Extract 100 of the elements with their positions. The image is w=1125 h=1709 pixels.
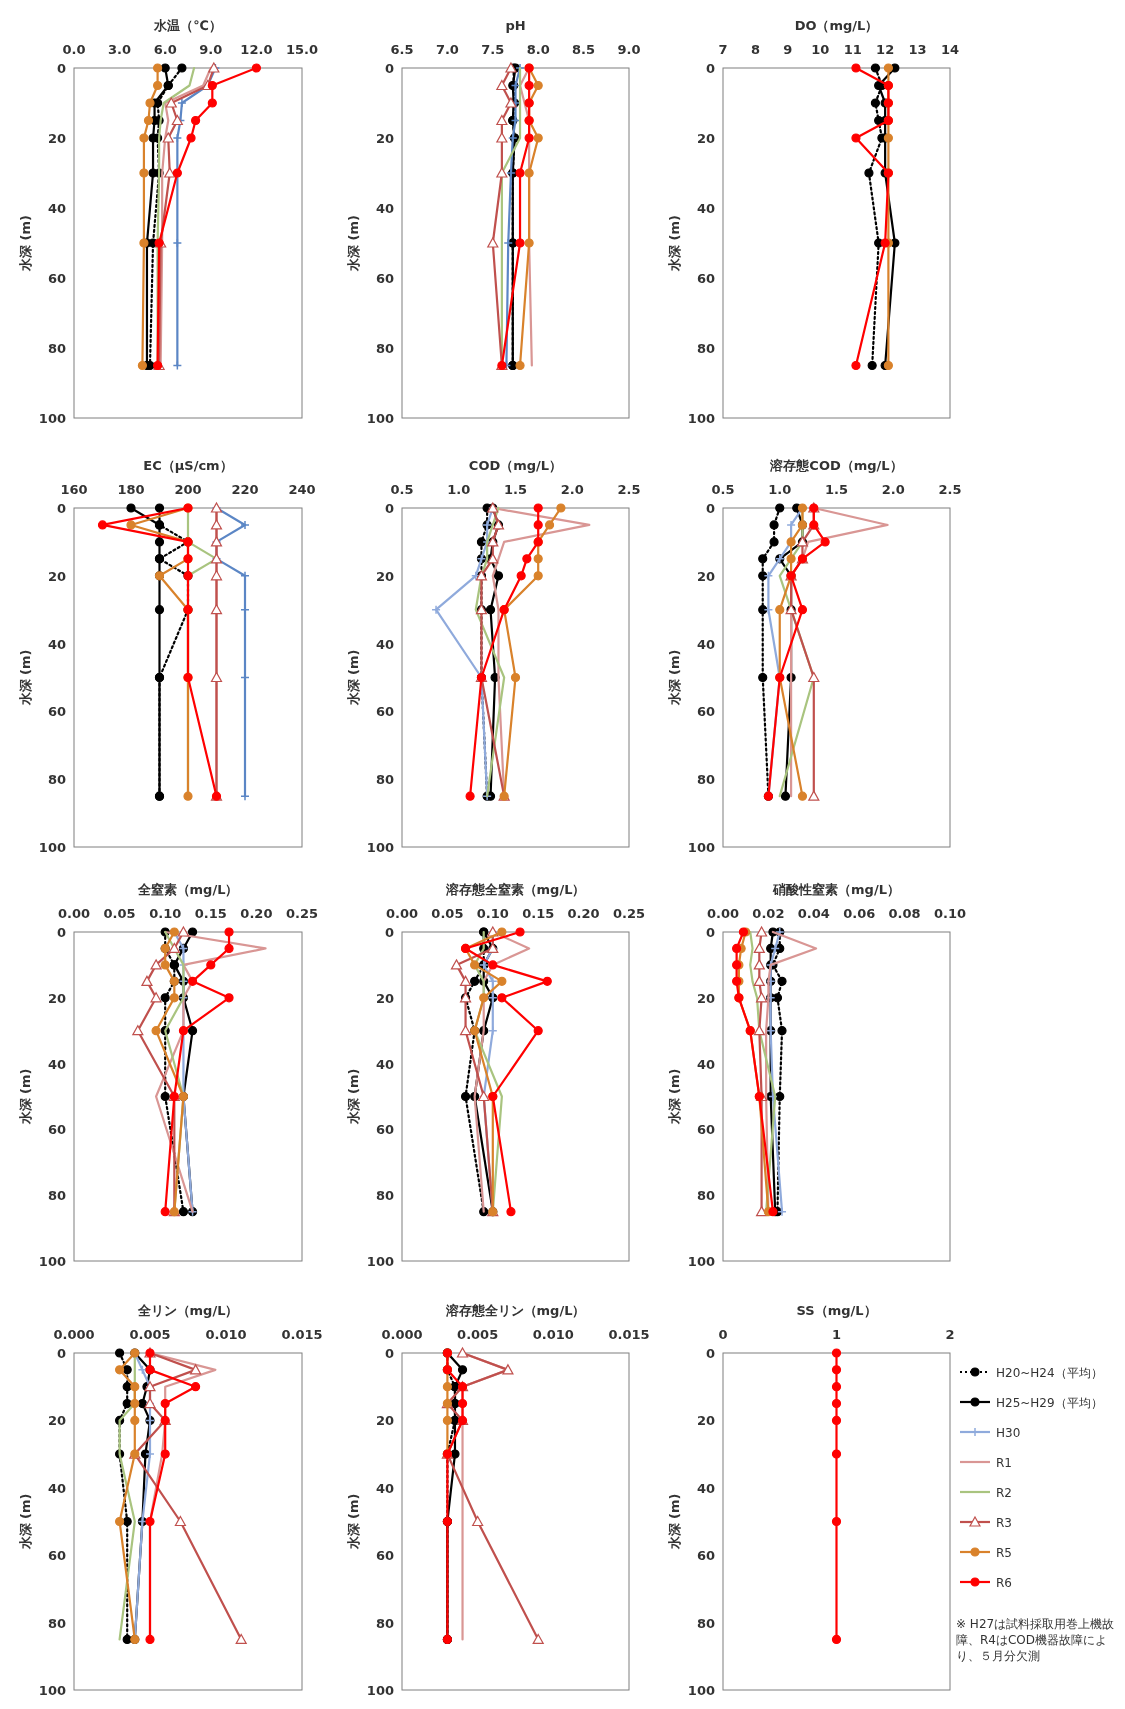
- y-tick-label: 80: [696, 772, 715, 788]
- chart-title: 溶存態全リン（mg/L）: [444, 1303, 586, 1318]
- x-tick-label: 14: [940, 42, 960, 57]
- legend-label: R3: [996, 1516, 1012, 1530]
- x-tick-label: 0.06: [843, 906, 876, 921]
- y-tick-label: 80: [47, 341, 66, 356]
- y-tick-label: 60: [696, 704, 715, 720]
- y-tick-label: 60: [375, 1548, 394, 1564]
- chart-title: pH: [505, 18, 526, 33]
- y-tick-label: 60: [47, 271, 66, 286]
- x-tick-label: 0.05: [431, 906, 464, 921]
- y-tick-label: 60: [47, 1122, 66, 1138]
- x-tick-label: 7: [718, 42, 728, 57]
- x-tick-label: 2.0: [881, 482, 905, 497]
- y-tick-label: 20: [47, 568, 66, 584]
- x-tick-label: 0.25: [612, 906, 646, 921]
- legend-label: R5: [996, 1546, 1012, 1560]
- legend-label: H25~H29（平均）: [996, 1396, 1103, 1410]
- chart-title: 水温（℃）: [153, 18, 222, 33]
- y-tick-label: 20: [47, 990, 66, 1006]
- y-tick-label: 60: [47, 1548, 66, 1564]
- x-tick-label: 7.0: [435, 42, 459, 57]
- y-tick-label: 80: [375, 772, 394, 788]
- y-tick-label: 80: [696, 1615, 715, 1631]
- x-tick-label: 7.5: [481, 42, 505, 57]
- x-tick-label: 2.5: [938, 482, 962, 497]
- x-tick-label: 0.000: [381, 1327, 423, 1342]
- x-tick-label: 0.02: [752, 906, 785, 921]
- x-tick-label: 0.015: [281, 1327, 323, 1342]
- x-tick-label: 9: [783, 42, 793, 57]
- x-tick-label: 12: [876, 42, 895, 57]
- x-tick-label: 0.005: [129, 1327, 171, 1342]
- x-tick-label: 0: [718, 1327, 728, 1342]
- y-tick-label: 100: [687, 1254, 715, 1269]
- y-axis-title: 水深 (m): [346, 1493, 361, 1551]
- x-tick-label: 2.5: [617, 482, 641, 497]
- y-tick-label: 20: [375, 1413, 394, 1429]
- x-tick-label: 2: [945, 1327, 955, 1342]
- x-tick-label: 220: [231, 482, 259, 497]
- y-tick-label: 0: [384, 61, 394, 76]
- y-tick-label: 20: [696, 131, 715, 146]
- y-tick-label: 20: [47, 1413, 66, 1429]
- x-tick-label: 0.05: [103, 906, 136, 921]
- x-tick-label: 1.0: [768, 482, 792, 497]
- x-tick-label: 0.010: [532, 1327, 574, 1342]
- y-tick-label: 20: [375, 131, 394, 146]
- y-tick-label: 80: [47, 1615, 66, 1631]
- x-tick-label: 0.15: [194, 906, 227, 921]
- y-tick-label: 20: [696, 1413, 715, 1429]
- y-tick-label: 100: [366, 1254, 394, 1269]
- y-axis-title: 水深 (m): [667, 215, 682, 272]
- legend-label: H30: [996, 1426, 1021, 1440]
- y-tick-label: 40: [47, 201, 66, 216]
- x-tick-label: 1.5: [503, 482, 528, 497]
- chart-title: COD（mg/L）: [468, 458, 563, 473]
- y-axis-title: 水深 (m): [18, 1493, 33, 1551]
- y-tick-label: 0: [705, 61, 715, 76]
- x-tick-label: 10: [811, 42, 830, 57]
- y-tick-label: 0: [384, 501, 394, 516]
- y-axis-title: 水深 (m): [18, 215, 33, 272]
- y-tick-label: 80: [696, 1188, 715, 1204]
- x-tick-label: 0.015: [608, 1327, 650, 1342]
- y-tick-label: 100: [687, 1683, 715, 1698]
- x-tick-label: 2.0: [560, 482, 584, 497]
- y-axis-title: 水深 (m): [18, 1068, 33, 1126]
- y-tick-label: 100: [687, 411, 715, 426]
- y-axis-title: 水深 (m): [667, 649, 682, 707]
- chart-title: 全窒素（mg/L）: [136, 882, 239, 897]
- legend-label: R6: [996, 1576, 1012, 1590]
- y-tick-label: 20: [47, 131, 66, 146]
- y-tick-label: 20: [375, 568, 394, 584]
- x-tick-label: 0.5: [711, 482, 735, 497]
- y-tick-label: 40: [47, 636, 66, 652]
- x-tick-label: 0.04: [797, 906, 830, 921]
- x-tick-label: 8.5: [572, 42, 596, 57]
- chart-title: 溶存態全窒素（mg/L）: [444, 882, 586, 897]
- y-tick-label: 0: [705, 501, 715, 516]
- chart-title: SS（mg/L）: [796, 1303, 877, 1318]
- y-tick-label: 80: [47, 772, 66, 788]
- x-tick-label: 11: [843, 42, 862, 57]
- x-tick-label: 15.0: [285, 42, 319, 57]
- y-tick-label: 80: [375, 1615, 394, 1631]
- y-tick-label: 100: [38, 411, 66, 426]
- y-tick-label: 0: [56, 925, 66, 940]
- chart-title: DO（mg/L）: [794, 18, 879, 33]
- y-tick-label: 40: [375, 1480, 394, 1496]
- legend-label: R1: [996, 1456, 1012, 1470]
- y-tick-label: 0: [56, 61, 66, 76]
- y-tick-label: 80: [47, 1188, 66, 1204]
- y-axis-title: 水深 (m): [18, 649, 33, 707]
- y-tick-label: 40: [47, 1056, 66, 1072]
- x-tick-label: 0.00: [57, 906, 91, 921]
- y-tick-label: 20: [375, 990, 394, 1006]
- x-tick-label: 0.000: [53, 1327, 95, 1342]
- text: ※ H27は試料採取用巻上機故障、R4はCOD機器故障により、５月分欠測: [956, 1616, 1116, 1664]
- x-tick-label: 9.0: [617, 42, 641, 57]
- y-axis-title: 水深 (m): [667, 1068, 682, 1126]
- x-tick-label: 1: [831, 1327, 842, 1342]
- x-tick-label: 240: [288, 482, 316, 497]
- y-axis-title: 水深 (m): [346, 1068, 361, 1126]
